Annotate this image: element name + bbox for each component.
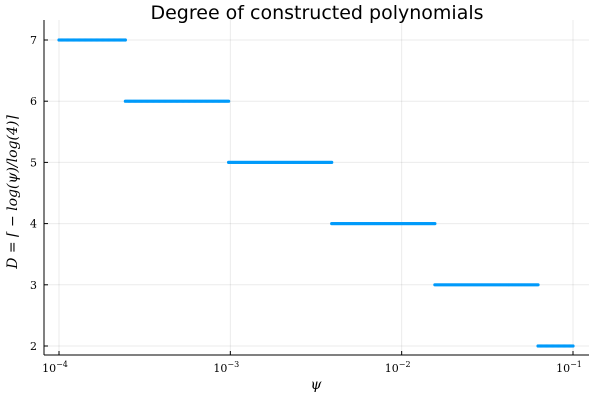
x-tick-base: 10 bbox=[556, 362, 570, 375]
x-tick-exponent: −2 bbox=[399, 360, 411, 369]
x-tick-label: 10−4 bbox=[42, 360, 68, 375]
data-point bbox=[227, 99, 231, 103]
x-tick-base: 10 bbox=[213, 362, 227, 375]
x-tick-label: 10−3 bbox=[213, 360, 239, 375]
x-tick-label: 10−2 bbox=[385, 360, 411, 375]
grid bbox=[44, 20, 589, 355]
x-tick-labels: 10−4 10−3 10−2 10−1 bbox=[42, 351, 582, 375]
x-axis-label: ψ bbox=[311, 377, 323, 393]
y-tick-label: 6 bbox=[30, 95, 37, 108]
x-tick-base: 10 bbox=[385, 362, 399, 375]
y-tick-label: 2 bbox=[30, 340, 37, 353]
x-tick-exponent: −1 bbox=[570, 360, 582, 369]
y-tick-label: 4 bbox=[30, 218, 37, 231]
data-point bbox=[123, 38, 127, 42]
chart-title: Degree of constructed polynomials bbox=[150, 2, 483, 24]
data-point bbox=[571, 344, 575, 348]
y-tick-label: 7 bbox=[30, 34, 37, 47]
y-tick-label: 3 bbox=[30, 279, 37, 292]
x-tick-exponent: −3 bbox=[227, 360, 239, 369]
data-point bbox=[433, 222, 437, 226]
data-points bbox=[57, 38, 575, 348]
axes bbox=[43, 20, 589, 356]
y-tick-labels: 2 3 4 5 6 7 bbox=[30, 34, 48, 353]
y-tick-label: 5 bbox=[30, 156, 37, 169]
x-tick-label: 10−1 bbox=[556, 360, 582, 375]
data-point bbox=[330, 160, 334, 164]
x-tick-exponent: −4 bbox=[56, 360, 68, 369]
x-tick-base: 10 bbox=[42, 362, 56, 375]
data-point bbox=[536, 283, 540, 287]
y-axis-label: D = ⌈ − log(ψ)/log(4)⌉ bbox=[5, 115, 21, 270]
